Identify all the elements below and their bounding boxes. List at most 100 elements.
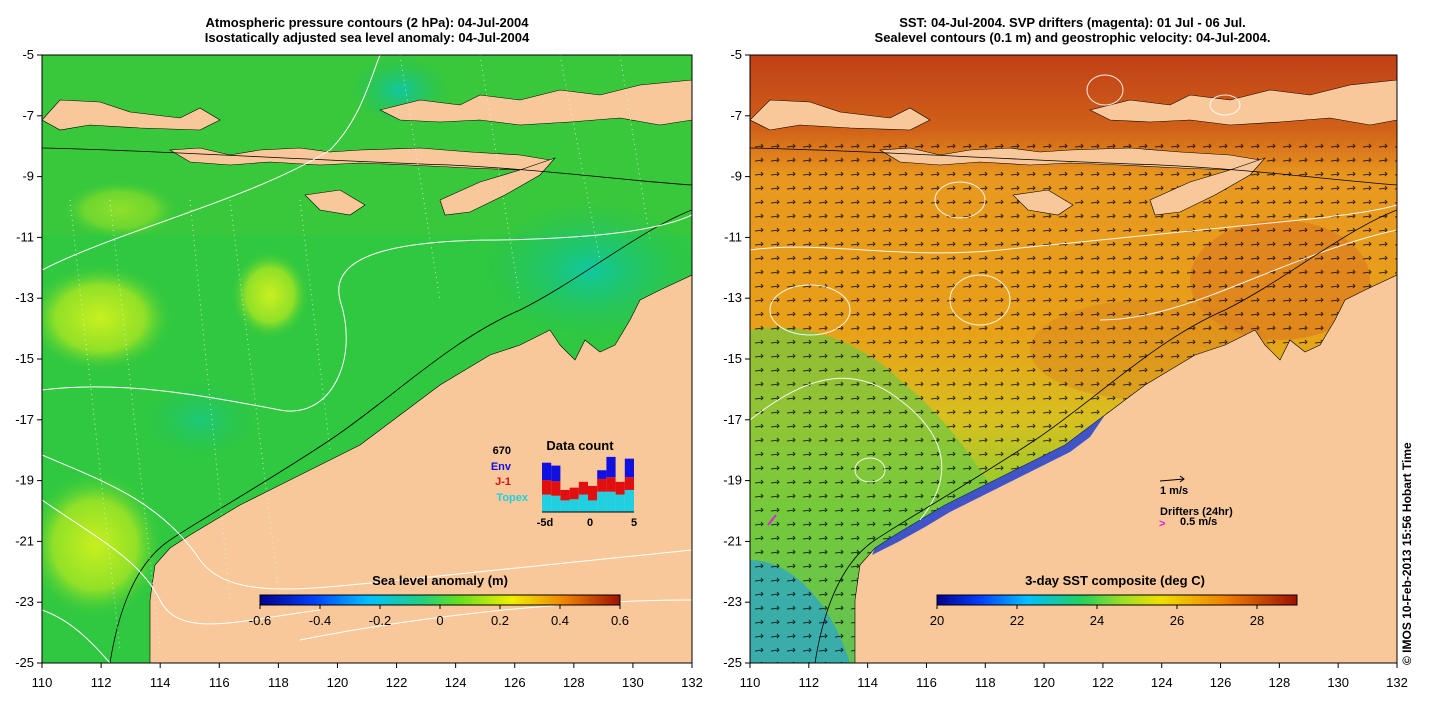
left-lat-label: -21 <box>15 533 34 548</box>
australia-right <box>854 274 1397 663</box>
depth-contour-right <box>750 147 1397 663</box>
data-count-x-zero: 0 <box>587 517 593 529</box>
right-lon-label: 114 <box>857 675 878 690</box>
left-title-line1: Atmospheric pressure contours (2 hPa): 0… <box>205 15 529 30</box>
data-count-total: 670 <box>493 445 511 457</box>
pressure-contour-3 <box>42 454 692 590</box>
copyright-notice: © IMOS 10-Feb-2013 15:56 Hobart Time <box>1400 442 1414 665</box>
right-lat-axis: -5 -7 -9 -11 -13 -15 -17 -19 -21 -23 -25 <box>723 47 750 670</box>
data-count-bar-j1 <box>615 481 625 495</box>
svp-drifter-track <box>767 514 777 526</box>
right-lon-label: 126 <box>1210 675 1232 690</box>
data-count-bar-topex <box>569 499 579 512</box>
data-count-bar-topex <box>597 491 607 512</box>
right-lat-label: -17 <box>723 412 742 427</box>
left-colorbar: Sea level anomaly (m) -0.6 -0.4 -0.2 0 0.2 0.… <box>249 573 629 628</box>
left-lat-label: -19 <box>15 473 34 488</box>
left-cb-label: 0 <box>436 613 443 628</box>
data-count-bar-env <box>542 462 552 481</box>
velocity-legend-arrow <box>1159 478 1185 482</box>
sla-high-north <box>60 180 180 240</box>
left-lon-label: 116 <box>209 675 230 690</box>
velocity-legend: 1 m/s Drifters (24hr) > 0.5 m/s <box>1159 475 1233 530</box>
right-lon-label: 130 <box>1327 675 1349 690</box>
legend-topex: Topex <box>496 492 528 504</box>
right-lon-label: 124 <box>1151 675 1173 690</box>
sla-high-southwest <box>42 470 165 620</box>
left-title: Atmospheric pressure contours (2 hPa): 0… <box>42 15 692 45</box>
right-lon-label: 118 <box>975 675 996 690</box>
right-lon-label: 122 <box>1092 675 1114 690</box>
right-lat-label: -25 <box>723 655 742 670</box>
data-count-bar-topex <box>624 489 634 512</box>
left-cb-label: -0.4 <box>309 613 331 628</box>
bali-lombok <box>169 147 551 171</box>
right-cb-label: 20 <box>930 613 944 628</box>
left-cb-label: -0.2 <box>369 613 391 628</box>
left-cb-label: -0.6 <box>249 613 271 628</box>
left-lat-label: -5 <box>22 47 34 62</box>
data-count-bar-j1 <box>588 485 598 501</box>
data-count-bars <box>542 456 634 512</box>
left-colorbar-title: Sea level anomaly (m) <box>372 573 508 588</box>
right-lon-label: 110 <box>740 675 761 690</box>
left-lat-label: -25 <box>15 655 34 670</box>
left-lat-axis: -5 -7 -9 -11 -13 -15 -17 -19 -21 -23 -25 <box>15 47 42 670</box>
sla-high-west <box>42 263 175 373</box>
right-cb-label: 22 <box>1010 613 1024 628</box>
right-colorbar: 3-day SST composite (deg C) 20 22 24 26 28 <box>930 573 1298 628</box>
data-count-bar-j1 <box>551 481 561 496</box>
left-cb-label: 0.6 <box>611 613 629 628</box>
data-count-title: Data count <box>546 438 614 453</box>
satellite-tracks <box>69 55 651 651</box>
left-map <box>42 55 692 663</box>
right-title: SST: 04-Jul-2004. SVP drifters (magenta)… <box>750 15 1395 45</box>
right-lat-label: -13 <box>723 290 742 305</box>
right-lon-label: 128 <box>1269 675 1291 690</box>
left-lon-axis: 110 112 114 116 118 120 122 124 126 128 130 132 <box>32 663 703 690</box>
right-title-line2: Sealevel contours (0.1 m) and geostrophi… <box>874 30 1271 45</box>
left-lon-label: 110 <box>32 675 53 690</box>
right-lat-label: -11 <box>724 229 742 244</box>
left-lon-label: 124 <box>445 675 467 690</box>
sumba-island <box>304 189 366 216</box>
right-colorbar-title: 3-day SST composite (deg C) <box>1025 573 1205 588</box>
right-cb-label: 28 <box>1250 613 1264 628</box>
legend-j1: J-1 <box>495 476 511 488</box>
data-count-x-max: 5 <box>631 517 637 529</box>
northern-islands <box>379 79 692 126</box>
right-lat-label: -19 <box>723 473 742 488</box>
pressure-contour-5 <box>42 609 111 663</box>
drifter-legend-speed: 0.5 m/s <box>1180 516 1217 528</box>
bali-lombok-right <box>879 147 1261 171</box>
data-count-bar-j1 <box>624 477 634 490</box>
right-lat-label: -7 <box>730 108 742 123</box>
right-lon-label: 120 <box>1033 675 1055 690</box>
right-title-line1: SST: 04-Jul-2004. SVP drifters (magenta)… <box>899 15 1246 30</box>
data-count-bar-topex <box>615 494 625 512</box>
data-count-bar-j1 <box>560 489 570 501</box>
left-lat-label: -9 <box>22 169 34 184</box>
java-island <box>42 99 221 131</box>
data-count-bar-env <box>597 470 607 479</box>
pressure-contour-4 <box>42 499 321 625</box>
left-lon-label: 122 <box>386 675 408 690</box>
right-lat-label: -15 <box>723 351 742 366</box>
data-count-bar-topex <box>560 500 570 512</box>
left-lon-label: 126 <box>504 675 526 690</box>
left-lon-label: 120 <box>327 675 349 690</box>
timor-island <box>439 157 556 216</box>
data-count-bar-topex <box>606 491 616 512</box>
data-count-bar-topex <box>578 494 588 512</box>
data-count-bar-topex <box>542 494 552 512</box>
left-lat-label: -23 <box>15 594 34 609</box>
left-lat-label: -13 <box>15 290 34 305</box>
left-cb-label: 0.4 <box>551 613 569 628</box>
northern-islands-right <box>1089 79 1397 126</box>
right-map <box>750 55 1397 663</box>
java-island-right <box>750 99 931 131</box>
data-count-bar-j1 <box>569 487 579 500</box>
left-lon-label: 130 <box>622 675 644 690</box>
left-lon-label: 114 <box>150 675 171 690</box>
